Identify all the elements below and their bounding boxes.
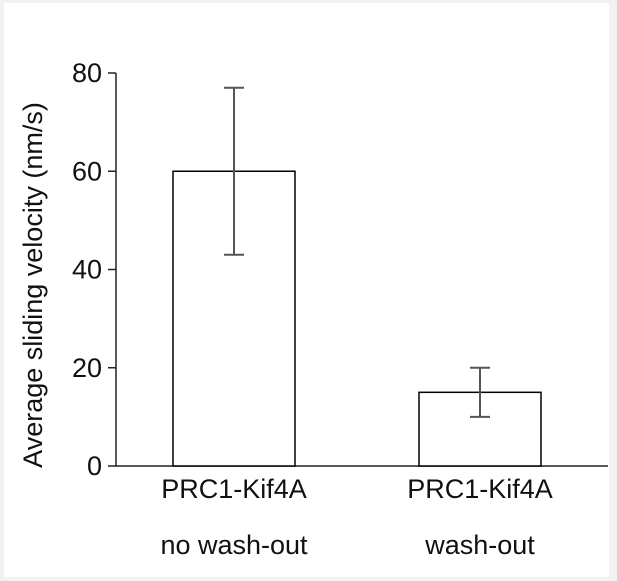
y-axis-title: Average sliding velocity (nm/s) — [18, 102, 48, 468]
y-tick-label: 0 — [87, 451, 102, 481]
y-tick-label: 20 — [72, 353, 102, 383]
bars — [172, 170, 542, 467]
chart-panel — [4, 3, 609, 577]
y-tick-label: 80 — [72, 58, 102, 88]
category-label-line1: PRC1-Kif4A — [161, 474, 307, 504]
category-label-line1: PRC1-Kif4A — [407, 474, 553, 504]
x-labels: PRC1-Kif4A no wash-out PRC1-Kif4A wash-out — [160, 474, 552, 560]
error-bars — [224, 86, 490, 418]
y-tick-label: 60 — [72, 156, 102, 186]
y-ticks: 0 20 40 60 80 — [72, 58, 116, 481]
category-label-line2: no wash-out — [160, 530, 308, 560]
category-label-line2: wash-out — [424, 530, 535, 560]
y-tick-label: 40 — [72, 255, 102, 285]
y-axis-title-group: Average sliding velocity (nm/s) — [18, 102, 48, 468]
bar — [418, 391, 542, 467]
